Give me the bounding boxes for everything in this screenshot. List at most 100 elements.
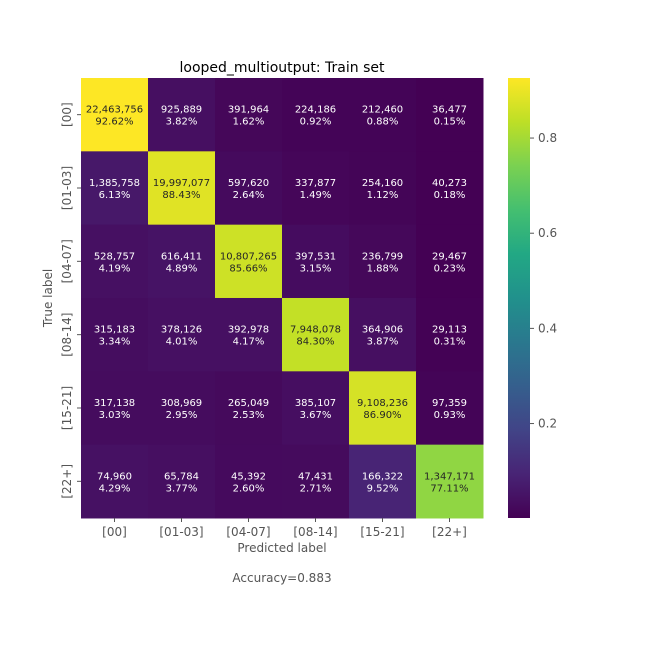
cell-count-label: 378,126 xyxy=(161,325,202,336)
x-tick-label: [00] xyxy=(102,525,127,539)
cell-count-label: 166,322 xyxy=(362,471,403,482)
cell-percent-label: 0.15% xyxy=(434,117,466,128)
cell-count-label: 36,477 xyxy=(432,105,467,116)
heatmap-cell xyxy=(81,444,149,519)
cell-count-label: 315,183 xyxy=(94,325,135,336)
x-tick-label: [08-14] xyxy=(293,525,337,539)
heatmap-cell xyxy=(282,151,350,226)
y-axis-label: True label xyxy=(41,269,55,328)
cell-percent-label: 2.71% xyxy=(300,483,332,494)
heatmap-cell xyxy=(81,297,149,372)
cell-percent-label: 86.90% xyxy=(363,410,401,421)
cell-percent-label: 0.18% xyxy=(434,190,466,201)
heatmap-cell xyxy=(215,297,283,372)
heatmap-cell xyxy=(282,224,350,299)
cell-percent-label: 4.89% xyxy=(166,263,198,274)
heatmap-cell xyxy=(215,78,283,152)
y-tick-label: [15-21] xyxy=(60,386,74,430)
cell-count-label: 392,978 xyxy=(228,325,269,336)
cell-percent-label: 0.93% xyxy=(434,410,466,421)
cell-count-label: 29,467 xyxy=(432,251,467,262)
cell-percent-label: 2.53% xyxy=(233,410,265,421)
heatmap-cell xyxy=(416,444,484,519)
heatmap-cell xyxy=(416,297,484,372)
heatmap-cell xyxy=(215,224,283,299)
cell-percent-label: 9.52% xyxy=(367,483,399,494)
cell-percent-label: 3.87% xyxy=(367,337,399,348)
heatmap-cell xyxy=(349,151,417,226)
cell-count-label: 364,906 xyxy=(362,325,403,336)
cell-percent-label: 0.88% xyxy=(367,117,399,128)
heatmap-cell xyxy=(81,151,149,226)
cell-percent-label: 3.67% xyxy=(300,410,332,421)
heatmap-cell xyxy=(349,297,417,372)
cell-percent-label: 6.13% xyxy=(99,190,131,201)
cell-percent-label: 0.23% xyxy=(434,263,466,274)
cell-percent-label: 3.82% xyxy=(166,117,198,128)
heatmap-cell xyxy=(148,371,216,446)
cell-count-label: 317,138 xyxy=(94,398,135,409)
cell-percent-label: 2.60% xyxy=(233,483,265,494)
cell-count-label: 925,889 xyxy=(161,105,202,116)
cell-count-label: 385,107 xyxy=(295,398,336,409)
cell-count-label: 47,431 xyxy=(298,471,333,482)
heatmap-cell xyxy=(282,371,350,446)
cell-count-label: 528,757 xyxy=(94,251,135,262)
cell-percent-label: 3.34% xyxy=(99,337,131,348)
accuracy-footer: Accuracy=0.883 xyxy=(232,571,331,585)
heatmap-cell xyxy=(81,78,149,152)
cell-count-label: 236,799 xyxy=(362,251,403,262)
cell-percent-label: 4.19% xyxy=(99,263,131,274)
cell-count-label: 337,877 xyxy=(295,178,336,189)
cell-count-label: 265,049 xyxy=(228,398,269,409)
heatmap-cell xyxy=(349,224,417,299)
heatmap-cell xyxy=(81,371,149,446)
x-tick-label: [04-07] xyxy=(226,525,270,539)
heatmap-cell xyxy=(416,78,484,152)
x-tick-labels: [00] [01-03] [04-07] [08-14] [15-21] [22+] xyxy=(102,517,467,539)
colorbar-gradient xyxy=(508,78,530,518)
cell-percent-label: 4.17% xyxy=(233,337,265,348)
cell-count-label: 1,347,171 xyxy=(424,471,475,482)
y-tick-label: [00] xyxy=(60,102,74,127)
colorbar-tick-label: 0.6 xyxy=(538,226,557,240)
cell-count-label: 254,160 xyxy=(362,178,403,189)
cell-count-label: 597,620 xyxy=(228,178,269,189)
y-tick-label: [22+] xyxy=(60,464,74,499)
cell-percent-label: 3.03% xyxy=(99,410,131,421)
cell-percent-label: 3.15% xyxy=(300,263,332,274)
x-tick-label: [15-21] xyxy=(360,525,404,539)
heatmap-cell xyxy=(81,224,149,299)
cell-percent-label: 77.11% xyxy=(430,483,468,494)
heatmap-cell xyxy=(349,371,417,446)
heatmap-cell xyxy=(148,224,216,299)
colorbar: 0.2 0.4 0.6 0.8 xyxy=(508,78,557,518)
y-tick-label: [08-14] xyxy=(60,313,74,357)
heatmap-cell xyxy=(416,151,484,226)
y-tick-label: [01-03] xyxy=(60,166,74,210)
heatmap-cell xyxy=(282,444,350,519)
heatmap-cell xyxy=(148,444,216,519)
cell-count-label: 7,948,078 xyxy=(290,325,341,336)
heatmap-cell xyxy=(416,224,484,299)
cell-count-label: 391,964 xyxy=(228,105,269,116)
cell-count-label: 9,108,236 xyxy=(357,398,408,409)
cell-count-label: 29,113 xyxy=(432,325,467,336)
cell-count-label: 308,969 xyxy=(161,398,202,409)
x-axis-label: Predicted label xyxy=(237,541,326,555)
heatmap-cell xyxy=(148,78,216,152)
chart-title: looped_multioutput: Train set xyxy=(180,60,385,76)
y-tick-label: [04-07] xyxy=(60,239,74,283)
cell-count-label: 224,186 xyxy=(295,105,336,116)
colorbar-tick-label: 0.2 xyxy=(538,417,557,431)
heatmap-cell xyxy=(148,151,216,226)
cell-count-label: 212,460 xyxy=(362,105,403,116)
heatmap-cell xyxy=(416,371,484,446)
heatmap-cell xyxy=(148,297,216,372)
cell-percent-label: 88.43% xyxy=(162,190,200,201)
cell-percent-label: 1.88% xyxy=(367,263,399,274)
cell-count-label: 22,463,756 xyxy=(86,105,143,116)
cell-percent-label: 0.31% xyxy=(434,337,466,348)
